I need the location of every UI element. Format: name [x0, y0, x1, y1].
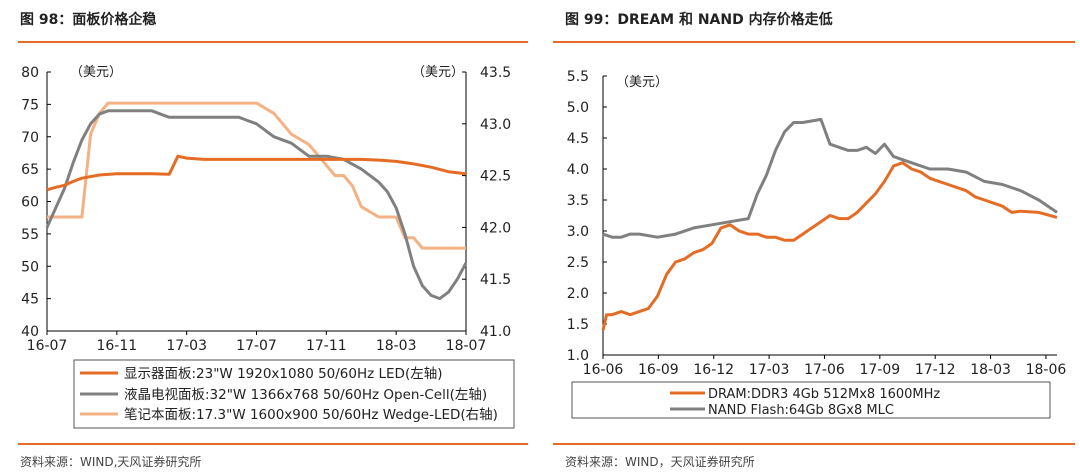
chart1-x-tick-label: 16-07 — [27, 338, 68, 354]
chart1-x-tick-label: 17-07 — [236, 338, 277, 354]
chart2-line-dram — [601, 161, 1058, 331]
chart2-y-tick-label: 4.5 — [567, 131, 589, 147]
chart2-y-tick-label: 5.0 — [567, 100, 589, 116]
legend-label-laptop: 笔记本面板:17.3"W 1600x900 50/60Hz Wedge-LED(… — [124, 407, 498, 423]
chart1-legend: 显示器面板:23"W 1920x1080 50/60Hz LED(左轴) 液晶电… — [73, 359, 515, 429]
chart1-legend-box — [73, 359, 515, 429]
chart2-title: 图 99：DREAM 和 NAND 内存价格走低 — [565, 11, 833, 28]
legend-label-monitor: 显示器面板:23"W 1920x1080 50/60Hz LED(左轴) — [124, 366, 442, 382]
chart1-line-tv — [45, 109, 468, 301]
chart2-legend-box — [571, 381, 1051, 419]
chart2-x-tick-label: 16-09 — [638, 362, 679, 378]
chart2-x-tick-label: 17-09 — [859, 362, 900, 378]
chart1-title: 图 98：面板价格企稳 — [20, 11, 156, 28]
chart2-x-tick-label: 16-06 — [583, 362, 624, 378]
chart2-y-tick-label: 2.5 — [567, 255, 589, 271]
chart2: （美元） 5.5 5.0 4.5 4.0 3.5 3.0 2.5 2.0 1.5 1.016-06… — [567, 69, 1067, 378]
chart1-right-tick-label: 42.5 — [480, 169, 511, 185]
chart1-right-tick-label: 43.5 — [480, 65, 511, 81]
chart1-x-tick-label: 18-03 — [376, 338, 417, 354]
chart2-x-tick-label: 17-06 — [804, 362, 845, 378]
chart1-line-laptop — [47, 101, 466, 250]
chart1: （美元） （美元） 80 75 70 65 60 55 50 45 40 43.5 43.0 42.5… — [21, 65, 511, 354]
chart1-left-tick-label: 50 — [21, 259, 39, 275]
chart2-y-tick-label: 3.5 — [567, 193, 589, 209]
chart1-left-tick-label: 55 — [21, 227, 39, 243]
chart1-left-tick-label: 75 — [21, 97, 39, 113]
chart2-x-tick-label: 18-06 — [1026, 362, 1067, 378]
chart1-left-tick-label: 45 — [21, 292, 39, 308]
chart2-x-tick-label: 17-12 — [915, 362, 956, 378]
legend-label-tv: 液晶电视面板:32"W 1366x768 50/60Hz Open-Cell(左… — [124, 387, 487, 403]
chart2-y-tick-label: 2.0 — [567, 286, 589, 302]
chart1-left-tick-label: 40 — [21, 324, 39, 340]
chart2-y-tick-label: 5.5 — [567, 69, 589, 85]
chart2-y-tick-label: 1.5 — [567, 317, 589, 333]
chart2-line-nand — [602, 117, 1058, 239]
chart2-source: 资料来源：WIND，天风证券研究所 — [565, 454, 755, 469]
chart1-x-tick-label: 17-03 — [166, 338, 207, 354]
chart1-line-monitor — [46, 154, 467, 192]
chart1-x-tick-label: 16-11 — [96, 338, 137, 354]
chart1-x-tick-label: 18-07 — [446, 338, 487, 354]
chart2-y-tick-label: 4.0 — [567, 162, 589, 178]
chart1-right-tick-label: 42.0 — [480, 220, 511, 236]
chart2-legend: DRAM:DDR3 4Gb 512Mx8 1600MHz NAND Flash:… — [571, 381, 1051, 419]
chart1-right-tick-label: 41.0 — [480, 324, 511, 340]
chart1-left-tick-label: 80 — [21, 65, 39, 81]
chart1-left-tick-label: 65 — [21, 162, 39, 178]
chart1-left-tick-label: 60 — [21, 195, 39, 211]
chart1-left-unit: （美元） — [70, 65, 122, 80]
chart2-x-tick-label: 16-12 — [693, 362, 734, 378]
chart1-x-tick-label: 17-11 — [306, 338, 347, 354]
chart1-right-tick-label: 41.5 — [480, 272, 511, 288]
chart2-unit: （美元） — [616, 75, 668, 90]
legend-label-nand: NAND Flash:64Gb 8Gx8 MLC — [708, 403, 894, 418]
chart2-x-tick-label: 17-03 — [749, 362, 790, 378]
chart1-left-tick-label: 70 — [21, 130, 39, 146]
chart2-y-tick-label: 1.0 — [567, 348, 589, 364]
chart1-source: 资料来源：WIND,天风证券研究所 — [20, 454, 201, 469]
chart2-x-tick-label: 18-03 — [970, 362, 1011, 378]
chart1-right-unit: （美元） — [412, 65, 464, 80]
chart2-y-tick-label: 3.0 — [567, 224, 589, 240]
legend-label-dram: DRAM:DDR3 4Gb 512Mx8 1600MHz — [708, 387, 940, 402]
chart1-right-tick-label: 43.0 — [480, 117, 511, 133]
